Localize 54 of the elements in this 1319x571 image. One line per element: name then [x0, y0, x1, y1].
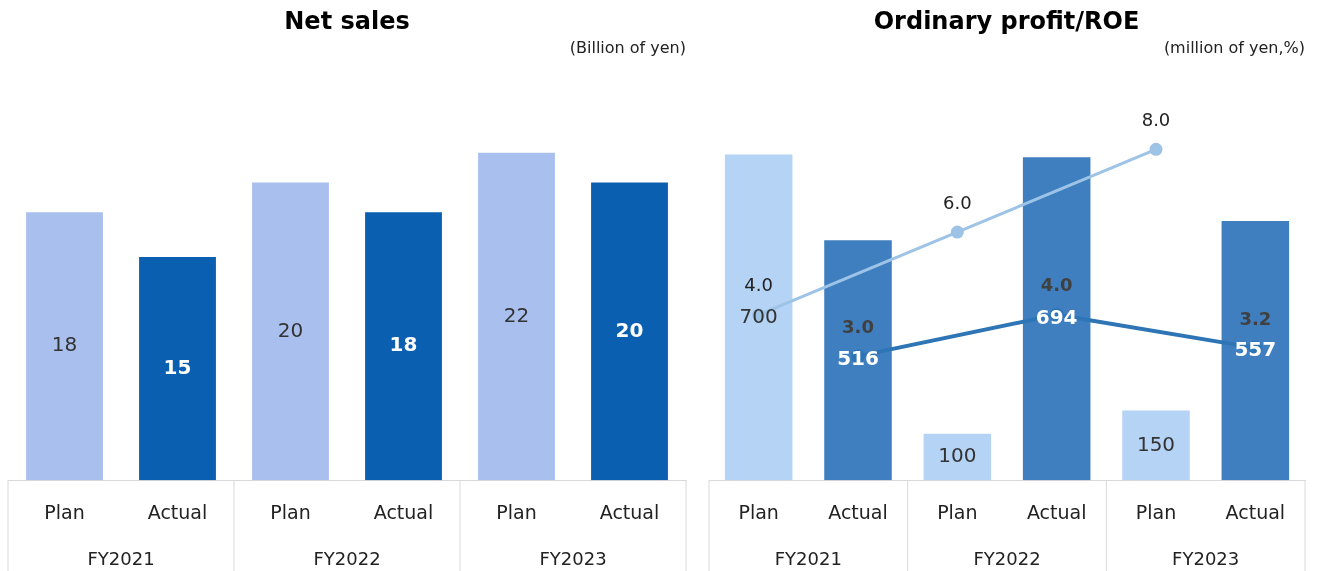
x-tick-label: Actual	[373, 500, 434, 523]
bar	[824, 240, 892, 481]
data-label: 3.2	[1239, 307, 1272, 329]
chart-title: Ordinary profit/ROE	[873, 6, 1140, 35]
text: FY2023	[1172, 547, 1240, 569]
data-label: 516	[837, 346, 879, 371]
data-label: 15	[163, 354, 192, 379]
data-label: 3.0	[842, 315, 874, 337]
bar	[591, 182, 668, 481]
text: FY2023	[539, 547, 607, 569]
chart-subtitle: (Billion of yen)	[569, 37, 686, 57]
chart-title: Net sales	[284, 6, 410, 35]
point	[1149, 142, 1163, 156]
data-label: 694	[1035, 304, 1078, 329]
data-label: 18	[51, 332, 78, 357]
data-label: 700	[739, 303, 778, 328]
data-label: 20	[615, 317, 644, 342]
x-tick-label: Plan	[738, 500, 779, 523]
data-label: 4.0	[744, 274, 773, 296]
text: FY2021	[87, 547, 155, 569]
text: FY2021	[774, 547, 842, 569]
chart-subtitle: (million of yen,%)	[1163, 37, 1305, 57]
bar	[724, 154, 793, 481]
x-tick-label: Actual	[1225, 500, 1286, 523]
data-label: 150	[1136, 431, 1176, 456]
x-tick-label: Plan	[270, 500, 311, 523]
x-tick-label: Actual	[828, 500, 888, 523]
bar	[478, 152, 555, 481]
data-label: 8.0	[1141, 109, 1171, 131]
data-label: 557	[1234, 336, 1277, 361]
x-tick-label: Actual	[1026, 500, 1087, 523]
data-label: 4.0	[1040, 274, 1073, 296]
bar	[252, 182, 329, 481]
data-label: 18	[389, 332, 418, 357]
data-label: 100	[938, 443, 977, 468]
text: FY2022	[973, 547, 1041, 569]
x-tick-label: Plan	[496, 500, 537, 523]
data-label: 22	[503, 302, 530, 327]
x-tick-label: Plan	[937, 500, 978, 523]
point	[950, 225, 964, 239]
text: FY2022	[313, 547, 381, 569]
x-tick-label: Plan	[44, 500, 85, 523]
bar	[365, 212, 442, 481]
bar	[26, 212, 103, 481]
x-tick-label: Actual	[599, 500, 660, 523]
bar	[923, 433, 992, 481]
bar	[1122, 410, 1190, 481]
bar	[1221, 221, 1290, 481]
x-tick-label: Actual	[147, 500, 208, 523]
data-label: 20	[277, 317, 304, 342]
data-label: 6.0	[943, 191, 972, 213]
bar	[1022, 157, 1091, 481]
x-tick-label: Plan	[1135, 500, 1177, 523]
bar	[139, 256, 216, 481]
